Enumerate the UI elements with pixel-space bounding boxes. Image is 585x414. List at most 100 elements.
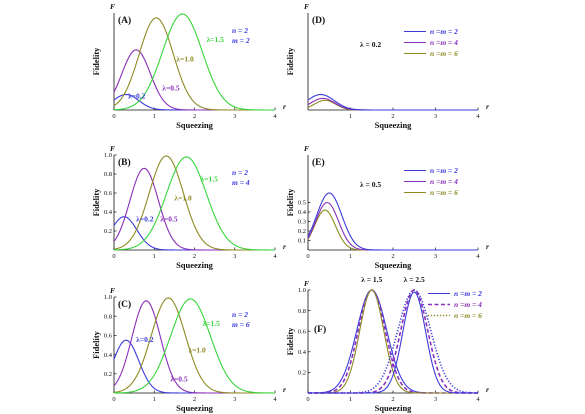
legend-entry: n =m = 2	[430, 166, 458, 175]
panel-a: Fr 0 1 2 3 4 Squeezing Fidelity (A) n = 2m = 2 λ=0…	[91, 2, 286, 130]
curve-annotation: λ=0.2	[136, 215, 154, 224]
param-label: m = 6	[232, 320, 250, 329]
legend-entry: n =m = 6	[430, 188, 458, 197]
panel-label: (D)	[312, 15, 325, 26]
series-line	[307, 93, 478, 111]
series-line	[308, 289, 478, 394]
x-axis-letter: r	[486, 385, 489, 394]
y-axis-letter: F	[304, 144, 309, 153]
legend-entry: n =m = 4	[430, 177, 458, 186]
y-axis-letter: F	[110, 286, 115, 295]
x-tick-label: 1	[153, 113, 156, 120]
param-label: n = 2	[232, 168, 248, 177]
series-line	[307, 209, 478, 251]
x-tick-label: 3	[233, 253, 236, 260]
y-axis-label: Fidelity	[91, 188, 101, 217]
series-line	[113, 156, 276, 251]
y-tick-label: 0.4	[298, 349, 307, 356]
x-tick-label: 3	[434, 113, 437, 120]
x-tick-label: 0	[306, 396, 309, 403]
x-axis-label: Squeezing	[176, 260, 214, 270]
param-label: m = 4	[232, 178, 250, 187]
y-tick-label: 0.1	[298, 238, 306, 245]
series-line	[308, 289, 479, 394]
curve-annotation: λ=0.5	[160, 215, 178, 224]
x-tick-label: 0	[112, 396, 115, 403]
x-tick-label: 4	[273, 396, 277, 403]
panel-label: (F)	[314, 324, 326, 335]
x-tick-label: 3	[233, 113, 236, 120]
curve-annotation: λ=0.5	[170, 374, 188, 383]
y-tick-label: 0.6	[298, 328, 307, 335]
x-tick-label: 4	[476, 113, 480, 120]
y-axis-label: Fidelity	[285, 47, 295, 76]
lambda-param-label: λ = 0.5	[360, 180, 381, 189]
series-line	[308, 291, 478, 394]
y-tick-label: 0.8	[104, 171, 112, 178]
y-tick-label: 0.2	[104, 228, 112, 235]
panel-e: Fr 0 1 2 3 4 0.1 0.2 0.3 0.4 0.5 Squeezing Fidelity (…	[285, 144, 489, 270]
x-tick-label: 0	[112, 113, 115, 120]
legend-entry: n =m = 6	[430, 49, 458, 58]
lambda-param-label: λ = 0.2	[360, 40, 381, 49]
panel-f: Fr 0 1 2 3 4 0.2 0.4 0.6 0.8 1.0 Squeezing Fidelity (…	[285, 275, 489, 413]
x-tick-label: 1	[153, 396, 156, 403]
x-tick-label: 2	[193, 113, 196, 120]
curve-annotation: λ = 2.5	[404, 275, 425, 284]
panel-label: (C)	[118, 299, 131, 310]
x-axis-label: Squeezing	[375, 403, 413, 413]
curve-annotation: λ=1.0	[188, 346, 206, 355]
legend-entry: n =m = 4	[430, 38, 458, 47]
panel-label: (B)	[118, 157, 131, 168]
legend-entry: n =m = 6	[454, 311, 482, 320]
y-axis-label: Fidelity	[285, 327, 295, 356]
x-axis-letter: r	[486, 242, 489, 251]
y-tick-label: 1.0	[104, 294, 112, 301]
x-tick-label: 0	[112, 253, 115, 260]
y-tick-label: 0.4	[104, 352, 113, 359]
y-tick-label: 0.2	[298, 228, 306, 235]
y-axis-letter: F	[110, 2, 115, 11]
y-axis-label: Fidelity	[285, 188, 295, 217]
y-axis-label: Fidelity	[91, 47, 101, 76]
y-tick-label: 1.0	[104, 152, 112, 159]
y-tick-label: 0.8	[104, 313, 112, 320]
y-tick-label: 0.3	[298, 219, 306, 226]
y-axis-letter: F	[304, 279, 309, 288]
series-line	[113, 297, 275, 394]
param-label: m = 2	[232, 36, 250, 45]
x-tick-label: 4	[273, 253, 277, 260]
x-tick-label: 2	[391, 113, 394, 120]
x-axis-letter: r	[283, 242, 286, 251]
series-line	[307, 289, 478, 394]
y-tick-label: 0.2	[298, 370, 306, 377]
curve-annotation: λ=0.2	[136, 335, 154, 344]
panel-d: Fr 1 2 3 4 Squeezing Fidelity (D) λ = 0.2 n =m = …	[285, 2, 489, 130]
param-label: n = 2	[232, 310, 248, 319]
x-tick-label: 4	[476, 253, 480, 260]
x-tick-label: 2	[193, 396, 196, 403]
curve-annotation: λ=1.0	[176, 55, 194, 64]
series-line	[113, 13, 275, 111]
x-axis-letter: r	[486, 102, 489, 111]
x-axis-label: Squeezing	[375, 120, 413, 130]
curve-annotation: λ=0.2	[128, 91, 146, 100]
x-tick-label: 1	[349, 396, 352, 403]
series-line	[307, 192, 478, 251]
x-tick-label: 1	[349, 253, 352, 260]
series-line	[307, 201, 478, 251]
y-tick-label: 1.0	[298, 287, 306, 294]
legend-entry: n =m = 2	[430, 27, 458, 36]
series-line	[113, 155, 275, 251]
curve-annotation: λ=0.5	[162, 84, 180, 93]
x-tick-label: 4	[273, 113, 277, 120]
series-line	[308, 289, 478, 394]
curve-annotation: λ=1.5	[201, 175, 219, 184]
x-tick-label: 4	[476, 396, 480, 403]
y-tick-label: 0.5	[298, 200, 306, 207]
y-axis-letter: F	[304, 2, 309, 11]
curve-annotation: λ=1.5	[207, 35, 225, 44]
x-tick-label: 2	[391, 253, 394, 260]
y-axis-letter: F	[110, 144, 115, 153]
